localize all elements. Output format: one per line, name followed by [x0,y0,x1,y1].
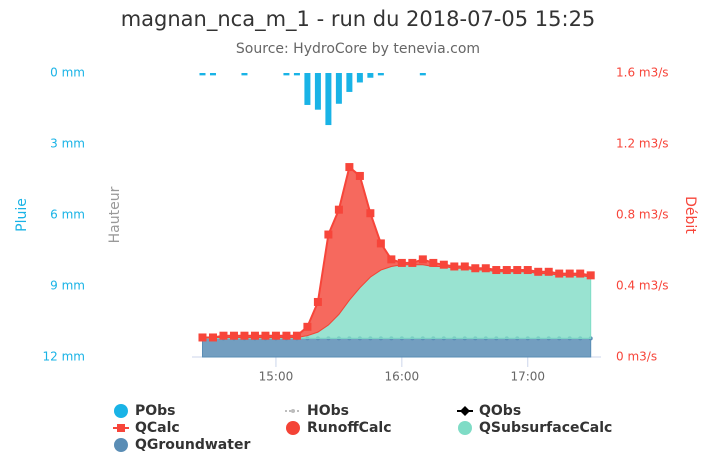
legend-label: QObs [479,403,521,419]
y-tick-label: 12 mm [43,350,85,364]
legend-symbol [458,421,472,435]
marker [292,331,301,340]
rain-bar [356,73,363,83]
rain-bar [283,73,290,76]
x-tick-label: 15:00 [259,370,294,384]
y2-tick-label: 1.6 m3/s [616,66,669,80]
y2-axis-title: Débit [682,196,698,234]
marker [117,424,125,432]
marker [313,297,322,306]
rain-bar [367,73,374,78]
marker [492,266,501,275]
marker [345,163,354,172]
marker [408,258,417,267]
legend-item[interactable]: QGroundwater [114,437,250,453]
legend-label: PObs [135,403,176,419]
legend-label: RunoffCalc [307,420,392,436]
legend-symbol [114,438,128,452]
y2-tick-label: 0.8 m3/s [616,208,669,222]
rain-bar [241,73,248,76]
marker [429,258,438,267]
y2-tick-label: 0.4 m3/s [616,279,669,293]
marker [565,269,574,278]
marker [460,406,470,416]
rain-bar [325,73,332,126]
legend-symbol [114,404,128,418]
marker [282,331,291,340]
y2-tick-label: 0 m3/s [616,350,657,364]
y2-tick-label: 1.2 m3/s [616,137,669,151]
x-tick-label: 16:00 [385,370,420,384]
area [201,337,592,358]
marker [460,262,469,271]
rain-bar [293,73,300,76]
marker [240,331,249,340]
legend-label: HObs [307,403,349,419]
rain-bar [199,73,206,76]
marker [271,331,280,340]
legend-item[interactable]: QObs [457,403,521,419]
legend-item[interactable]: QCalc [113,420,180,436]
marker [291,409,295,413]
marker [198,333,207,342]
marker [534,267,543,276]
marker [576,269,585,278]
marker [229,331,238,340]
y-tick-label: 6 mm [50,208,85,222]
marker [439,260,448,269]
x-tick-label: 17:00 [510,370,545,384]
legend-item[interactable]: RunoffCalc [286,420,392,436]
y-tick-label: 3 mm [50,137,85,151]
rain-bar [304,73,311,105]
marker [219,331,228,340]
legend-item[interactable]: HObs [285,403,349,419]
marker [334,205,343,214]
y-tick-label: 9 mm [50,279,85,293]
y3-axis-title: Hauteur [107,186,123,243]
marker [355,171,364,180]
chart-subtitle: Source: HydroCore by tenevia.com [236,41,480,57]
marker [261,331,270,340]
legend-label: QCalc [135,420,180,436]
marker [324,230,333,239]
legend-item[interactable]: QSubsurfaceCalc [458,420,612,436]
marker [544,267,553,276]
marker [471,264,480,273]
rain-bar [314,73,321,110]
y-axis-title: Pluie [14,198,30,232]
marker [250,331,259,340]
marker [397,258,406,267]
marker [418,255,427,264]
marker [450,262,459,271]
marker [366,209,375,218]
marker [502,266,511,275]
legend-symbol [286,421,300,435]
legend-item[interactable]: PObs [114,403,176,419]
rain-bar [419,73,426,76]
marker [555,269,564,278]
marker [387,255,396,264]
legend-label: QGroundwater [135,437,250,453]
rain-bar [377,73,384,76]
marker [376,239,385,248]
rain-bar [346,73,353,92]
marker [303,322,312,331]
rain-bar [335,73,342,104]
marker [208,333,217,342]
marker [481,264,490,273]
chart-title: magnan_nca_m_1 - run du 2018-07-05 15:25 [121,7,596,32]
marker [513,266,522,275]
y-tick-label: 0 mm [50,66,85,80]
rain-bar [209,73,216,76]
area [201,264,592,339]
marker [586,271,595,280]
legend-label: QSubsurfaceCalc [479,420,612,436]
marker [523,266,532,275]
